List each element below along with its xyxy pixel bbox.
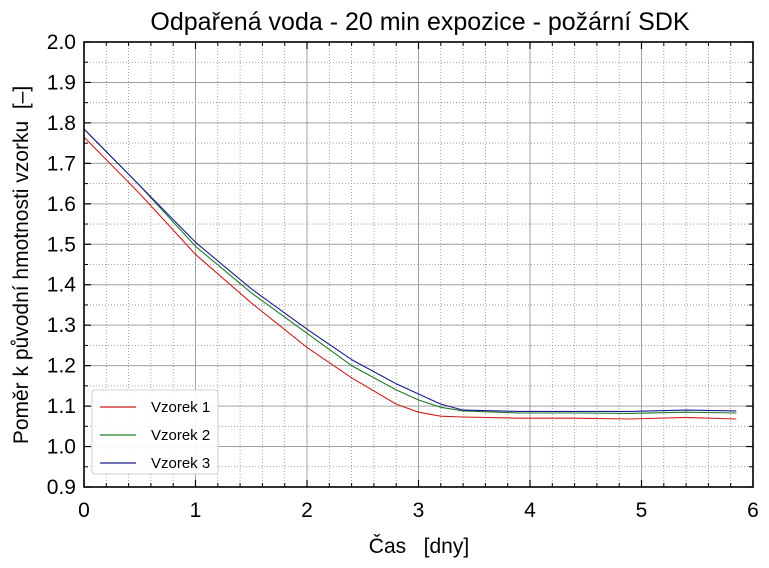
y-tick-label: 1.3 xyxy=(47,314,76,337)
chart-title: Odpařená voda - 20 min expozice - požárn… xyxy=(150,8,689,36)
y-tick-label: 1.2 xyxy=(47,355,76,378)
legend-label-2: Vzorek 2 xyxy=(151,427,210,444)
axis-ticks xyxy=(83,41,754,488)
y-tick-label: 1.4 xyxy=(47,274,77,297)
y-tick-label: 1.6 xyxy=(47,193,76,216)
legend-box xyxy=(91,389,219,475)
x-tick-label: 3 xyxy=(413,499,425,522)
x-tick-label: 6 xyxy=(747,499,759,522)
y-tick-label: 1.7 xyxy=(47,152,76,175)
legend-label-1: Vzorek 1 xyxy=(151,399,210,416)
x-tick-label: 0 xyxy=(78,499,90,522)
y-tick-labels: 0.9 1.0 1.1 1.2 1.3 1.4 1.5 1.6 1.7 1.8 1.9 2.0 xyxy=(47,31,77,499)
series-line-2 xyxy=(83,128,737,414)
y-tick-label: 1.5 xyxy=(47,233,76,256)
x-tick-labels: 0 1 2 3 4 5 6 xyxy=(78,499,759,522)
series-line-1 xyxy=(83,136,737,420)
x-tick-label: 2 xyxy=(301,499,313,522)
y-tick-label: 1.0 xyxy=(47,436,76,459)
legend: Vzorek 1 Vzorek 2 Vzorek 3 xyxy=(91,389,219,475)
y-tick-label: 1.9 xyxy=(47,71,76,94)
series-lines xyxy=(83,128,737,420)
y-tick-label: 2.0 xyxy=(47,31,76,54)
x-tick-label: 4 xyxy=(524,499,536,522)
y-tick-label: 1.1 xyxy=(47,395,76,418)
y-tick-label: 1.8 xyxy=(47,112,76,135)
y-tick-label: 0.9 xyxy=(47,476,76,499)
y-axis-label: Poměr k původní hmotnosti vzorku [–] xyxy=(10,86,33,444)
x-axis-label: Čas [dny] xyxy=(369,535,469,558)
legend-label-3: Vzorek 3 xyxy=(151,455,210,472)
series-line-3 xyxy=(83,128,737,412)
x-tick-label: 5 xyxy=(636,499,648,522)
x-tick-label: 1 xyxy=(190,499,202,522)
